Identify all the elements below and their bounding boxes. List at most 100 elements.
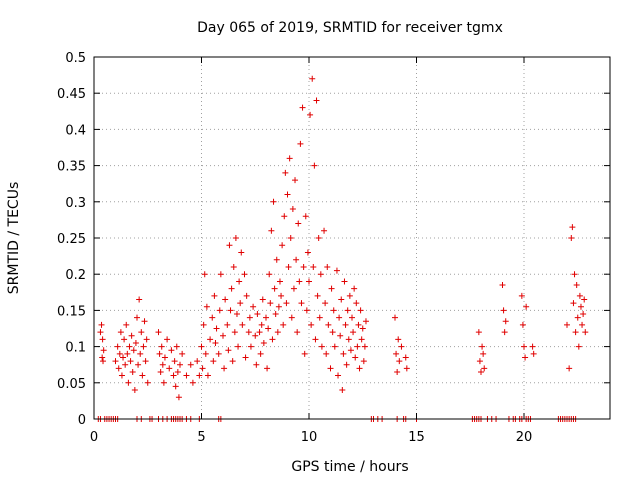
x-tick-label: 15: [408, 430, 425, 445]
data-point: [226, 242, 233, 249]
data-point: [329, 329, 336, 336]
data-point: [398, 343, 405, 350]
data-point: [522, 354, 529, 361]
data-point: [392, 314, 398, 321]
data-point: [168, 347, 175, 354]
data-point: [98, 321, 105, 328]
data-point: [210, 358, 217, 365]
data-point: [354, 343, 361, 350]
data-point: [201, 271, 208, 278]
data-point: [172, 383, 179, 390]
data-point: [344, 307, 351, 314]
data-point: [100, 358, 107, 365]
data-point: [268, 227, 275, 234]
data-point: [125, 379, 132, 386]
data-point: [302, 213, 309, 220]
data-point: [144, 379, 151, 386]
y-tick-label: 0.3: [65, 196, 86, 211]
data-point: [160, 379, 167, 386]
data-point: [269, 336, 276, 343]
data-point: [231, 329, 238, 336]
data-point: [501, 329, 508, 336]
data-point: [194, 358, 201, 365]
data-point: [139, 372, 146, 379]
data-point: [116, 350, 123, 357]
data-point: [350, 329, 357, 336]
data-point: [135, 361, 142, 368]
data-point: [118, 372, 125, 379]
data-point: [258, 321, 265, 328]
data-point: [357, 307, 364, 314]
data-point: [316, 314, 323, 321]
data-point: [124, 350, 131, 357]
data-point: [130, 347, 137, 354]
y-tick-label: 0.4: [65, 123, 86, 138]
data-point: [171, 358, 178, 365]
data-point: [359, 325, 366, 332]
data-point: [529, 343, 536, 350]
data-point: [217, 271, 224, 278]
data-point: [346, 292, 353, 299]
data-point: [187, 361, 194, 368]
data-point: [353, 300, 360, 307]
data-point: [123, 321, 130, 328]
data-point: [99, 336, 106, 343]
data-point: [519, 321, 526, 328]
data-point: [127, 358, 134, 365]
data-point: [292, 177, 299, 184]
data-point: [266, 271, 273, 278]
y-tick-label: 0.2: [65, 268, 86, 283]
data-point: [134, 314, 140, 321]
data-point: [340, 350, 347, 357]
data-point: [335, 372, 342, 379]
y-tick-label: 0: [78, 413, 86, 428]
data-point: [581, 296, 588, 303]
data-point: [330, 307, 337, 314]
data-point: [328, 285, 335, 292]
data-point: [143, 336, 150, 343]
data-point: [342, 321, 349, 328]
data-point: [158, 343, 165, 350]
data-point: [137, 350, 144, 357]
x-tick-label: 10: [301, 430, 318, 445]
data-point: [358, 336, 365, 343]
data-point: [276, 278, 283, 285]
data-point: [264, 365, 271, 372]
data-point: [157, 368, 164, 375]
x-tick-label: 5: [197, 430, 205, 445]
data-point: [290, 285, 297, 292]
data-point: [502, 318, 509, 325]
data-point: [310, 263, 317, 270]
data-point: [140, 343, 147, 350]
data-point: [351, 285, 358, 292]
data-point: [338, 296, 345, 303]
data-point: [327, 365, 334, 372]
data-point: [295, 220, 302, 227]
y-axis-label: SRMTID / TECUs: [6, 182, 22, 295]
data-point: [499, 282, 506, 289]
data-point: [285, 263, 292, 270]
data-point: [308, 321, 315, 328]
data-point: [572, 329, 579, 336]
data-point: [283, 300, 290, 307]
data-point: [325, 321, 332, 328]
data-point: [228, 285, 235, 292]
data-point: [203, 303, 210, 310]
data-point: [216, 307, 223, 314]
data-point: [273, 256, 280, 263]
data-point: [299, 104, 306, 111]
data-point: [156, 350, 163, 357]
y-tick-label: 0.05: [57, 377, 86, 392]
data-point: [314, 292, 321, 299]
data-point: [281, 213, 288, 220]
data-point: [229, 358, 236, 365]
data-point: [481, 365, 488, 372]
data-point: [304, 249, 311, 256]
y-tick-label: 0.25: [57, 232, 86, 247]
data-point: [270, 198, 277, 205]
data-point: [403, 365, 410, 372]
data-point: [521, 343, 527, 350]
data-point: [97, 329, 104, 336]
data-point: [215, 350, 222, 357]
data-point: [347, 347, 354, 354]
